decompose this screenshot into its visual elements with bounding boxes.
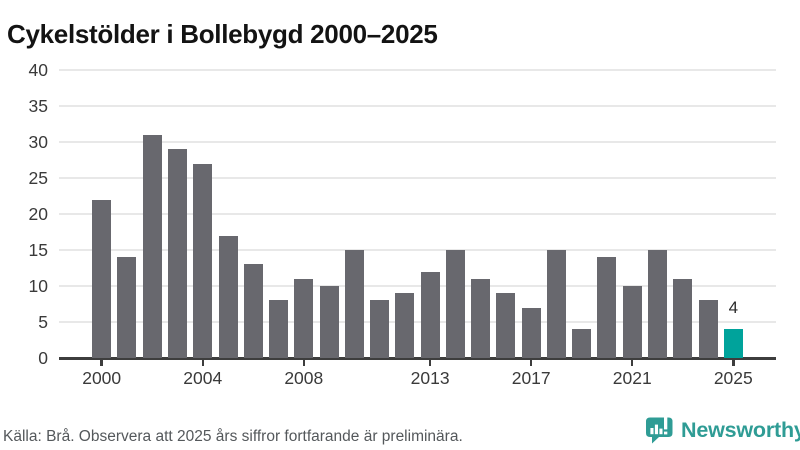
y-tick-label-0: 0 — [38, 348, 48, 368]
bar-2009 — [319, 286, 339, 358]
bar-2015 — [471, 278, 491, 358]
bar-2001 — [117, 257, 137, 358]
bar-2004 — [193, 163, 213, 358]
x-tick-2000 — [100, 359, 103, 366]
newsworthy-wordmark: Newsworthy — [681, 418, 800, 442]
x-tick-label-2000: 2000 — [82, 368, 122, 388]
y-tick-label-5: 5 — [38, 312, 48, 332]
bar-2003 — [167, 149, 187, 358]
x-tick-label-2013: 2013 — [410, 368, 450, 388]
gridline-40 — [59, 69, 776, 71]
bar-2019 — [572, 329, 592, 358]
newsworthy-branding: Newsworthy — [645, 416, 800, 445]
bar-2024 — [698, 300, 718, 358]
y-tick-label-20: 20 — [28, 204, 48, 224]
gridline-5 — [59, 321, 776, 323]
bar-2008 — [294, 278, 314, 358]
bar-2013 — [420, 271, 440, 358]
bar-2007 — [269, 300, 289, 358]
x-tick-2025 — [732, 359, 735, 366]
bar-2006 — [243, 264, 263, 358]
gridline-25 — [59, 177, 776, 179]
y-tick-label-35: 35 — [28, 96, 48, 116]
bar-2000 — [92, 199, 112, 358]
x-tick-2004 — [201, 359, 204, 366]
x-tick-label-2008: 2008 — [284, 368, 324, 388]
x-tick-2021 — [630, 359, 634, 366]
bar-2010 — [344, 250, 364, 358]
bar-2021 — [622, 286, 642, 358]
gridline-10 — [59, 285, 776, 287]
bar-2022 — [648, 250, 667, 358]
x-tick-label-2017: 2017 — [511, 368, 551, 388]
bar-2012 — [395, 293, 415, 358]
x-axis-line — [59, 357, 776, 360]
y-tick-label-10: 10 — [28, 276, 48, 296]
bar-2011 — [370, 300, 390, 358]
y-tick-label-40: 40 — [28, 60, 48, 80]
bar-2023 — [673, 278, 693, 358]
y-tick-label-25: 25 — [28, 168, 48, 188]
newsworthy-bar-chart-bubble-icon — [645, 416, 674, 445]
gridline-20 — [59, 213, 776, 215]
x-tick-2008 — [302, 359, 306, 366]
bar-2020 — [597, 257, 617, 358]
x-tick-label-2025: 2025 — [713, 368, 753, 388]
bar-2025 — [723, 329, 743, 358]
source-note: Källa: Brå. Observera att 2025 års siffr… — [3, 428, 463, 445]
x-tick-label-2021: 2021 — [612, 368, 652, 388]
bar-2016 — [496, 293, 516, 358]
bar-2018 — [546, 250, 566, 358]
gridline-35 — [59, 105, 776, 107]
x-tick-label-2004: 2004 — [183, 368, 223, 388]
bar-value-label-2025: 4 — [728, 298, 739, 318]
gridline-30 — [59, 141, 776, 143]
y-tick-label-15: 15 — [28, 240, 48, 260]
chart-title: Cykelstölder i Bollebygd 2000–2025 — [7, 19, 438, 50]
bar-2005 — [218, 235, 238, 358]
gridline-15 — [59, 249, 776, 251]
bar-2014 — [445, 250, 465, 358]
y-tick-label-30: 30 — [28, 132, 48, 152]
x-tick-2013 — [428, 359, 432, 366]
bar-2002 — [142, 134, 162, 358]
x-tick-2017 — [529, 359, 533, 366]
bar-2017 — [521, 307, 541, 358]
